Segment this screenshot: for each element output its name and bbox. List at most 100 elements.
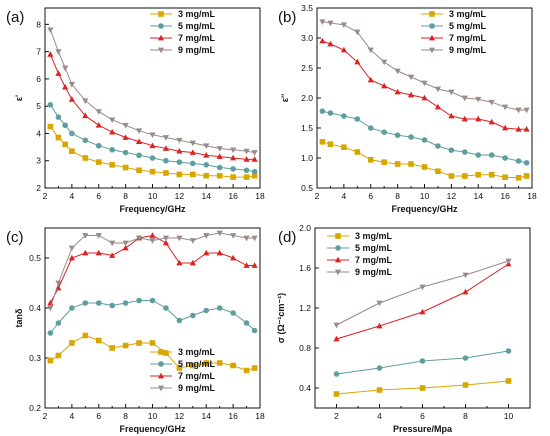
data-point xyxy=(136,167,142,174)
data-point xyxy=(95,109,102,115)
data-point xyxy=(505,258,512,265)
y-tick-label: 2.0 xyxy=(301,93,313,103)
x-tick-label: 18 xyxy=(255,191,265,201)
legend: 3 mg/mL 5 mg/mL 7 mg/mL 9 mg/mL xyxy=(327,231,393,277)
legend-marker xyxy=(157,385,165,392)
data-point xyxy=(502,155,508,161)
series-1 xyxy=(47,123,258,180)
x-axis-label: Frequency/GHz xyxy=(119,204,186,214)
legend-label: 5 mg/mL xyxy=(178,21,216,31)
chart-panel-2: (b) 2 4 6 8 10 12 14 16 18 0.5 1.0 1.5 2.0 2.5 3.0 3.5 Fr… xyxy=(278,3,537,214)
data-point xyxy=(216,172,223,179)
data-point xyxy=(408,134,414,140)
data-point xyxy=(55,352,62,359)
data-point xyxy=(122,300,129,306)
data-point xyxy=(136,340,142,346)
data-point xyxy=(475,152,482,158)
data-point xyxy=(243,167,250,174)
data-point xyxy=(189,238,196,244)
data-point xyxy=(462,288,469,295)
data-point xyxy=(62,122,68,129)
data-point xyxy=(122,149,129,156)
data-point xyxy=(68,245,75,252)
y-axis-label: ε' xyxy=(14,95,24,101)
data-point xyxy=(135,235,143,242)
data-point xyxy=(381,59,388,66)
data-point xyxy=(354,58,361,65)
panel-label: (d) xyxy=(278,229,296,246)
data-point xyxy=(407,91,415,98)
x-tick-label: 14 xyxy=(202,411,212,421)
data-point xyxy=(55,134,62,141)
series-4 xyxy=(47,230,258,312)
data-point xyxy=(354,29,361,36)
series-line xyxy=(50,300,255,334)
x-tick-label: 8 xyxy=(395,191,400,201)
x-tick-label: 12 xyxy=(447,191,457,201)
data-point xyxy=(243,367,250,374)
data-point xyxy=(462,382,469,388)
data-point xyxy=(319,19,326,26)
legend-marker xyxy=(335,245,341,251)
y-tick-label: 0.2 xyxy=(29,403,41,413)
series-line xyxy=(322,141,527,179)
x-tick-label: 2 xyxy=(315,191,320,201)
x-tick-label: 6 xyxy=(96,191,101,201)
data-point xyxy=(55,70,62,76)
data-point xyxy=(55,114,62,120)
data-point xyxy=(421,80,428,87)
x-axis-label: Frequency/GHz xyxy=(391,204,458,214)
legend-label: 3 mg/mL xyxy=(355,231,393,241)
data-point xyxy=(176,159,183,165)
data-point xyxy=(95,249,102,256)
series-2 xyxy=(319,108,530,166)
data-point xyxy=(341,113,347,119)
data-point xyxy=(340,46,347,53)
y-tick-label: 1.6 xyxy=(299,263,311,273)
data-point xyxy=(230,147,237,154)
data-point xyxy=(448,173,455,179)
data-point xyxy=(502,104,509,111)
data-point xyxy=(82,137,89,144)
plot-frame xyxy=(44,227,261,409)
data-point xyxy=(327,141,334,147)
y-tick-label: 2.0 xyxy=(299,223,311,233)
data-point xyxy=(95,159,102,165)
x-tick-label: 16 xyxy=(228,191,238,201)
data-point xyxy=(82,155,89,161)
x-tick-label: 12 xyxy=(175,191,185,201)
data-point xyxy=(394,132,401,138)
data-point xyxy=(189,259,196,266)
data-point xyxy=(216,249,223,256)
x-tick-label: 16 xyxy=(228,411,238,421)
data-point xyxy=(47,27,54,34)
data-point xyxy=(421,137,428,143)
data-point xyxy=(95,142,102,149)
data-point xyxy=(243,262,250,268)
data-point xyxy=(251,365,258,371)
data-point xyxy=(163,305,169,311)
legend-label: 3 mg/mL xyxy=(178,9,216,19)
data-point xyxy=(69,130,75,137)
data-point xyxy=(149,132,156,139)
data-point xyxy=(216,305,223,311)
data-point xyxy=(515,175,522,181)
data-point xyxy=(505,348,512,354)
legend-marker xyxy=(158,361,164,367)
data-point xyxy=(176,171,183,178)
data-point xyxy=(109,252,116,258)
legend-label: 7 mg/mL xyxy=(355,255,393,265)
y-tick-label: 1.5 xyxy=(301,123,313,133)
y-tick-label: 5 xyxy=(36,101,41,111)
data-point xyxy=(62,83,69,90)
data-point xyxy=(176,259,183,266)
y-tick-label: 2 xyxy=(36,183,41,193)
data-point xyxy=(419,308,426,315)
data-point xyxy=(319,108,326,114)
x-tick-label: 10 xyxy=(148,411,158,421)
x-tick-label: 10 xyxy=(420,191,430,201)
data-point xyxy=(69,305,75,311)
data-point xyxy=(251,262,258,268)
data-point xyxy=(162,145,170,151)
